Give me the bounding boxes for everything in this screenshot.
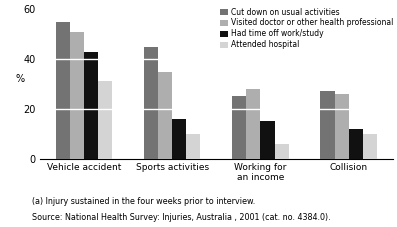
Bar: [144, 47, 158, 159]
Text: Source: National Health Survey: Injuries, Australia , 2001 (cat. no. 4384.0).: Source: National Health Survey: Injuries…: [32, 213, 330, 222]
Bar: [98, 81, 112, 159]
Bar: [247, 89, 260, 159]
Text: (a) Injury sustained in the four weeks prior to interview.: (a) Injury sustained in the four weeks p…: [32, 197, 255, 207]
Bar: [260, 121, 275, 159]
Bar: [320, 91, 335, 159]
Bar: [335, 94, 349, 159]
Bar: [172, 119, 186, 159]
Bar: [70, 32, 84, 159]
Bar: [56, 22, 70, 159]
Bar: [275, 144, 289, 159]
Y-axis label: %: %: [16, 74, 25, 84]
Bar: [186, 134, 200, 159]
Bar: [349, 129, 363, 159]
Legend: Cut down on usual activities, Visited doctor or other health professional, Had t: Cut down on usual activities, Visited do…: [220, 7, 393, 49]
Bar: [363, 134, 377, 159]
Bar: [84, 52, 98, 159]
Bar: [158, 72, 172, 159]
Bar: [232, 96, 247, 159]
